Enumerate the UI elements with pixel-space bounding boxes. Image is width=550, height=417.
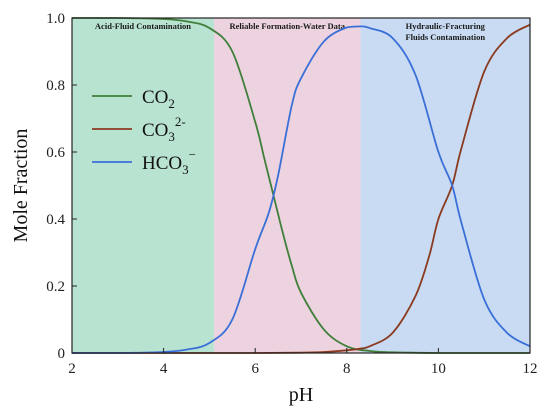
y-tick-label: 0.8 (46, 78, 65, 94)
y-tick-label: 0.4 (46, 212, 65, 228)
region-band (360, 18, 530, 353)
series-line (72, 17, 530, 354)
region-band (72, 18, 214, 353)
region-band (213, 18, 361, 353)
y-tick-label: 0 (58, 346, 66, 362)
legend-entry: CO2 (142, 87, 175, 111)
region-label: Reliable Formation-Water Data (230, 21, 346, 31)
x-tick-label: 10 (431, 361, 446, 377)
x-tick-label: 2 (68, 361, 76, 377)
series-line (72, 25, 531, 354)
y-tick-label: 0.6 (46, 145, 65, 161)
region-label: Acid-Fluid Contamination (95, 21, 191, 31)
y-tick-label: 1.0 (46, 11, 65, 27)
legend-entry: HCO3− (142, 147, 196, 177)
x-tick-label: 12 (523, 361, 538, 377)
region-labels: Acid-Fluid Contamination Reliable Formati… (95, 21, 486, 42)
x-axis-label: pH (289, 384, 313, 406)
region-label: Fluids Contamination (405, 32, 485, 42)
x-tick-label: 6 (251, 361, 259, 377)
y-axis-ticks: 0 0.2 0.4 0.6 0.8 1.0 (46, 11, 77, 362)
y-axis-label: Mole Fraction (10, 129, 32, 243)
y-tick-label: 0.2 (46, 279, 65, 295)
x-tick-label: 8 (343, 361, 351, 377)
x-axis-ticks: 2 4 6 8 10 12 (68, 348, 538, 377)
legend-entry: CO32- (142, 114, 186, 144)
legend: CO2 CO32-HCO3− (92, 87, 196, 177)
region-label: Hydraulic-Fracturing (406, 21, 486, 31)
region-bands (72, 18, 530, 353)
x-tick-label: 4 (160, 361, 168, 377)
plot-frame (71, 17, 531, 354)
